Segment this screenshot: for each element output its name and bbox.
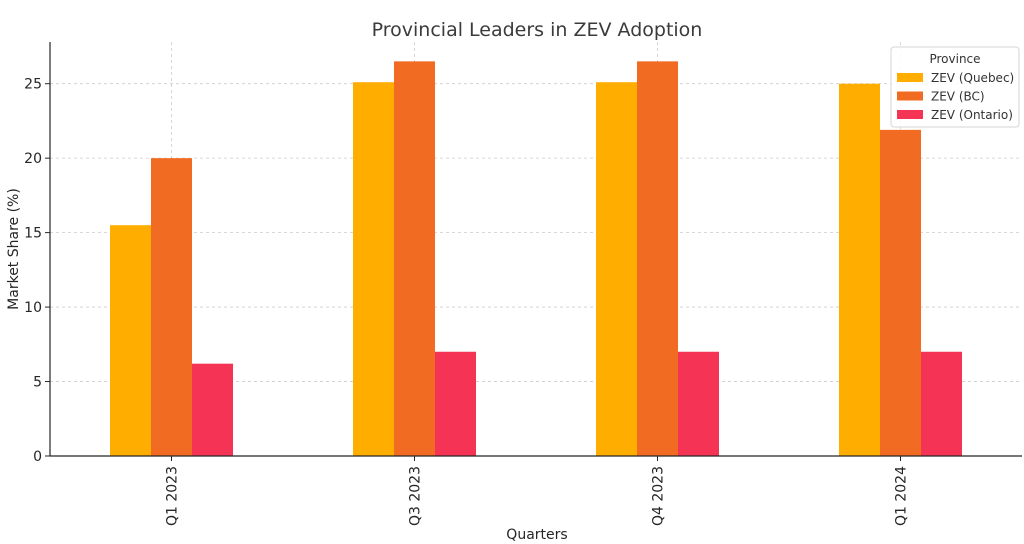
- legend-title: Province: [929, 52, 980, 66]
- bar: [394, 61, 435, 456]
- y-tick-label: 0: [33, 449, 42, 465]
- x-tick-label: Q4 2023: [651, 466, 667, 526]
- bar: [637, 61, 678, 456]
- x-tick-label: Q3 2023: [408, 466, 424, 526]
- legend-label: ZEV (BC): [931, 90, 985, 104]
- x-tick-label: Q1 2024: [894, 466, 910, 526]
- legend: Province ZEV (Quebec) ZEV (BC) ZEV (Ontari…: [890, 46, 1020, 128]
- chart-title: Provincial Leaders in ZEV Adoption: [372, 19, 703, 41]
- y-axis-label: Market Share (%): [6, 188, 22, 310]
- bar: [353, 82, 394, 457]
- legend-swatch: [897, 110, 923, 119]
- y-tick-label: 15: [24, 226, 42, 242]
- y-ticks: 0 5 10 15 20 25: [24, 77, 50, 465]
- axes: [49, 42, 1022, 457]
- bar: [151, 158, 192, 457]
- x-axis-label: Quarters: [506, 527, 567, 543]
- legend-swatch: [897, 73, 923, 82]
- bar: [192, 363, 233, 456]
- bar: [110, 225, 151, 456]
- legend-swatch: [897, 91, 923, 101]
- y-tick-label: 5: [33, 375, 42, 391]
- x-tick-label: Q1 2023: [165, 466, 181, 526]
- legend-label: ZEV (Quebec): [931, 71, 1014, 85]
- y-tick-label: 10: [24, 300, 42, 316]
- y-tick-label: 20: [24, 151, 42, 167]
- bar: [678, 351, 719, 456]
- legend-label: ZEV (Ontario): [931, 108, 1013, 122]
- bar: [435, 351, 476, 456]
- x-ticks: Q1 2023 Q3 2023 Q4 2023 Q1 2024: [165, 456, 910, 526]
- bar: [921, 351, 962, 456]
- bar: [596, 82, 637, 457]
- bar: [839, 83, 880, 456]
- y-tick-label: 25: [24, 77, 42, 93]
- bar: [880, 129, 921, 456]
- bars: [110, 61, 962, 457]
- legend-box: [890, 46, 1020, 128]
